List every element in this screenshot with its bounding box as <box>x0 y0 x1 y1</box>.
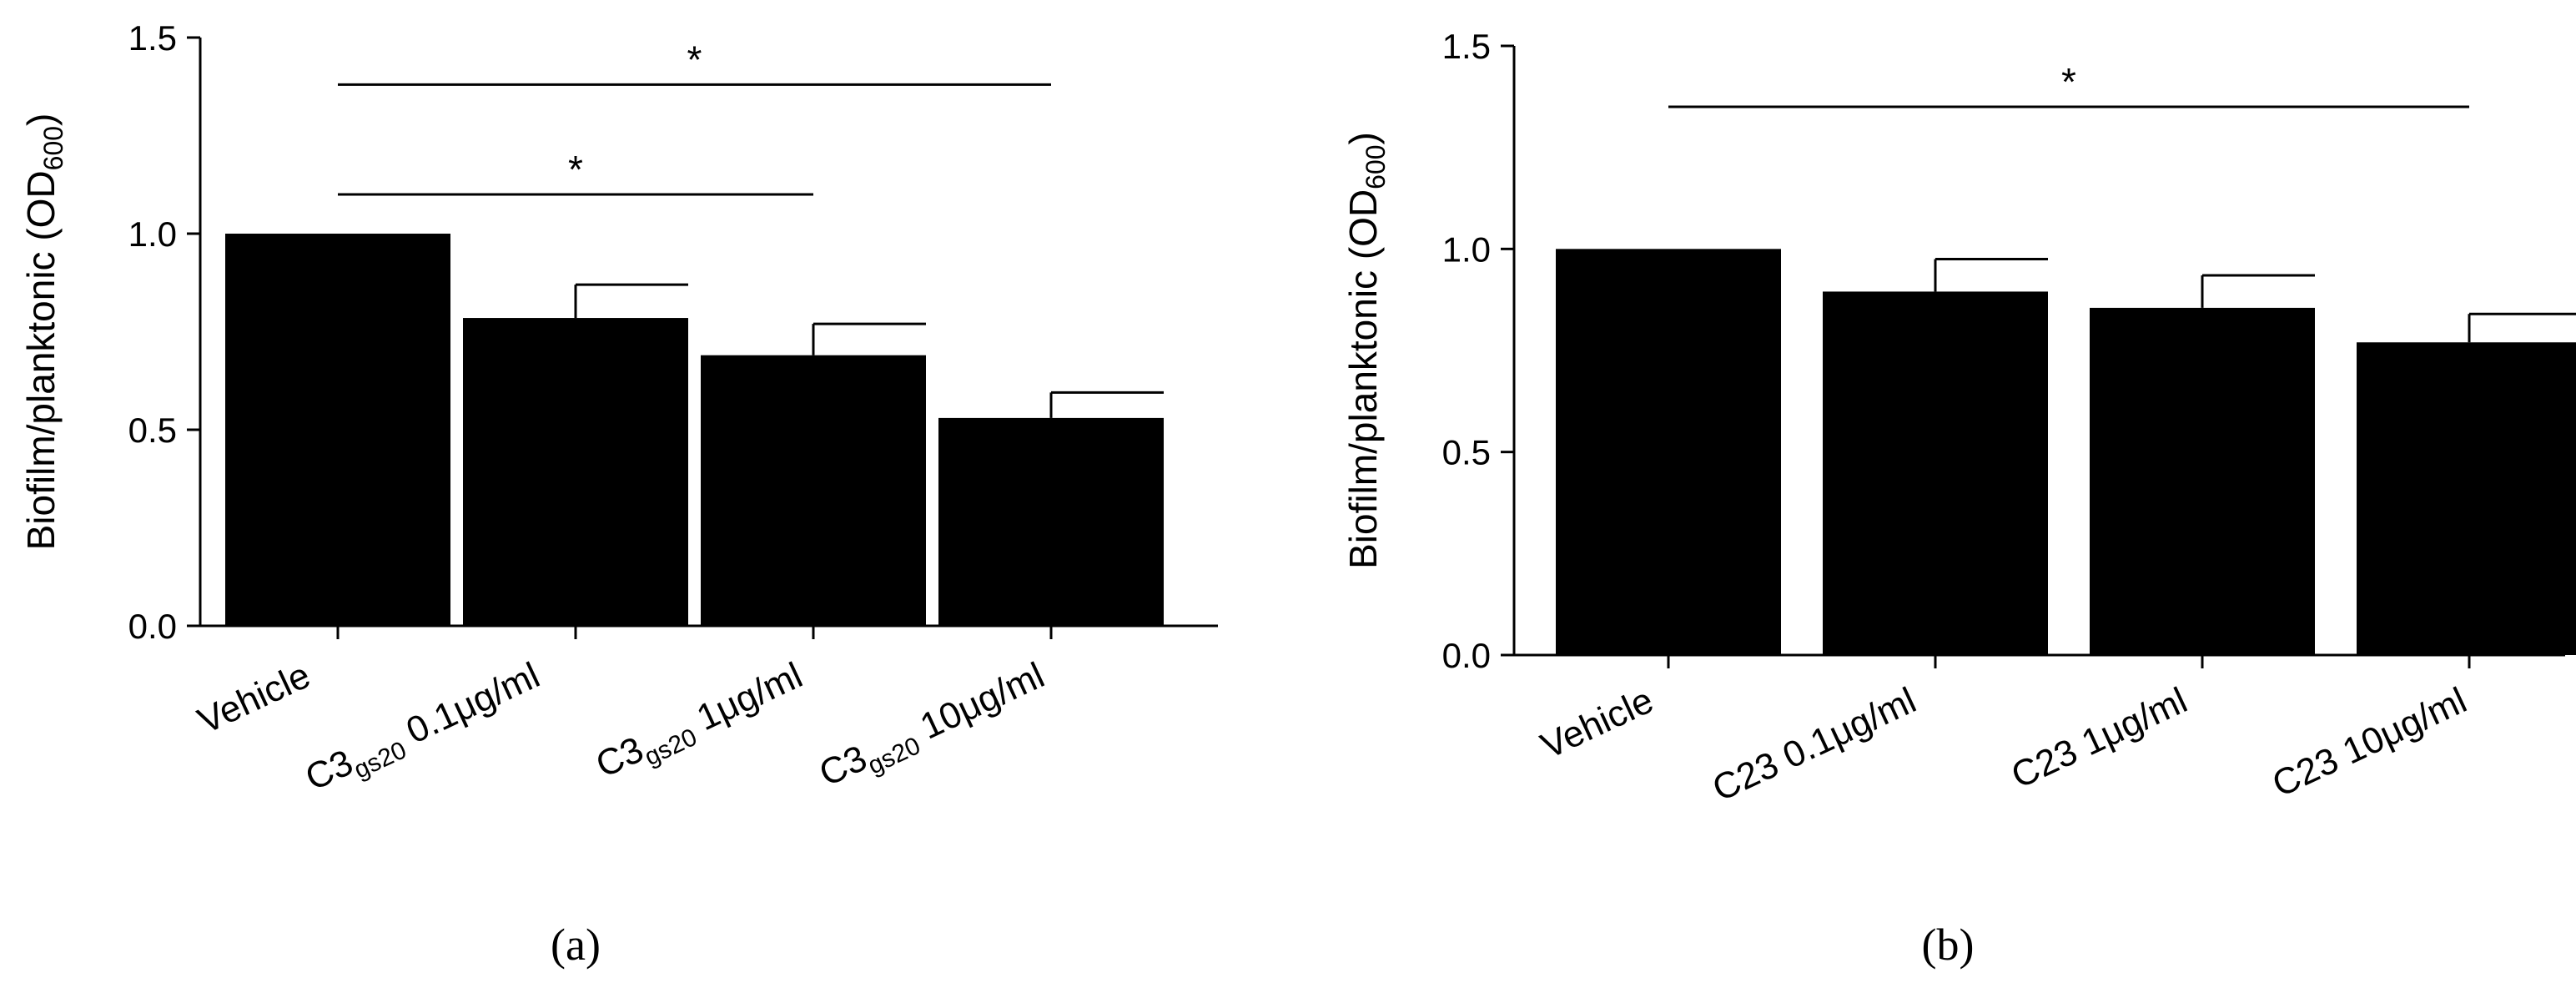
y-axis-label-close: ) <box>1341 132 1385 144</box>
panel-label: (a) <box>551 920 601 970</box>
y-axis-label-subscript: 600 <box>1361 144 1391 189</box>
category-label-base: Vehicle <box>1535 680 1659 767</box>
x-category-label-0: Vehicle <box>192 655 316 742</box>
y-axis-label-main: Biofilm/planktonic (OD <box>1341 189 1385 569</box>
x-category-label-2: C3gs20 1μg/ml <box>590 655 811 791</box>
x-category-label-2: C23 1μg/ml <box>2005 680 2193 797</box>
category-label-rest: 10μg/ml <box>905 655 1050 752</box>
category-label-base: Vehicle <box>192 655 316 742</box>
bar-0 <box>1556 249 1781 655</box>
significance-star-0: * <box>568 148 583 191</box>
x-category-label-1: C3gs20 0.1μg/ml <box>299 655 548 804</box>
bar-1 <box>1823 291 2048 655</box>
y-tick-label: 0.0 <box>1442 636 1491 675</box>
x-category-label-3: C23 10μg/ml <box>2267 680 2473 805</box>
panel-label: (b) <box>1922 920 1975 970</box>
x-category-label-0: Vehicle <box>1535 680 1659 767</box>
category-label-base: C23 1μg/ml <box>2005 680 2193 797</box>
bar-2 <box>701 355 926 626</box>
x-category-label-3: C3gs20 10μg/ml <box>813 655 1053 800</box>
chart-panel-a: 0.0 0.5 1.0 1.5 Biofilm/planktonic (OD600) Ve… <box>19 18 1218 970</box>
y-axis-label-subscript: 600 <box>38 126 68 170</box>
category-label-base: C3 <box>590 729 650 786</box>
category-label-rest: 0.1μg/ml <box>391 655 546 756</box>
bar-3 <box>938 417 1164 626</box>
y-axis-label: Biofilm/planktonic (OD600) <box>19 113 68 551</box>
y-tick-label: 0.5 <box>1442 433 1491 472</box>
significance-star-0: * <box>2061 60 2076 103</box>
x-category-label-1: C23 0.1μg/ml <box>1707 680 1923 809</box>
y-tick-label: 1.0 <box>1442 229 1491 269</box>
bar-2 <box>2090 307 2315 655</box>
y-tick-label: 0.0 <box>128 607 177 646</box>
y-tick-label: 1.5 <box>1442 27 1491 66</box>
y-axis-label: Biofilm/planktonic (OD600) <box>1341 132 1391 569</box>
y-tick-label: 1.0 <box>128 214 177 254</box>
y-tick-label: 0.5 <box>128 411 177 450</box>
chart-panel-b: 0.0 0.5 1.0 1.5 Biofilm/planktonic (OD600) Ve… <box>1341 27 2576 970</box>
category-label-base: C23 10μg/ml <box>2267 680 2473 805</box>
significance-star-1: * <box>687 38 702 81</box>
category-label-base: C3 <box>813 738 873 794</box>
bar-3 <box>2357 342 2576 655</box>
y-axis-label-close: ) <box>19 113 63 126</box>
category-label-base: C3 <box>299 742 360 799</box>
bar-0 <box>225 234 450 626</box>
y-axis-label-main: Biofilm/planktonic (OD <box>19 170 63 550</box>
bar-1 <box>463 318 688 626</box>
category-label-rest: 1μg/ml <box>682 655 808 743</box>
category-label-base: C23 0.1μg/ml <box>1707 680 1923 809</box>
y-tick-label: 1.5 <box>128 18 177 58</box>
